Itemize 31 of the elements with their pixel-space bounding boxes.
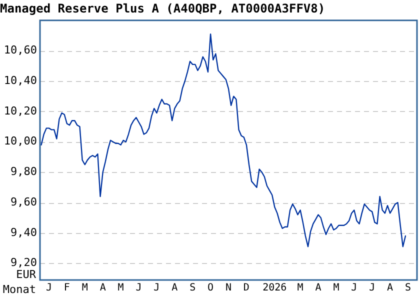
x-tick-label: J (46, 282, 52, 294)
x-tick-label: J (369, 282, 376, 294)
x-tick-label: S (190, 282, 196, 294)
x-tick-label: A (315, 282, 322, 294)
x-tick-label: F (64, 282, 70, 294)
y-tick-label: 9,80 (10, 165, 37, 178)
y-tick-label: 10,00 (4, 134, 37, 148)
x-tick-label: J (351, 282, 358, 294)
x-tick-label: N (225, 282, 232, 294)
x-tick-label: S (405, 282, 412, 294)
y-tick-label: 10,20 (4, 104, 37, 118)
y-axis-title: EUR (16, 268, 36, 281)
x-axis-title: Monat (2, 282, 36, 296)
x-tick-label: J (136, 282, 142, 294)
x-tick-label: 2026 (262, 282, 287, 294)
x-tick-label: M (118, 282, 124, 294)
y-tick-label: 9,60 (10, 195, 37, 208)
y-tick-label: 10,60 (4, 44, 37, 57)
x-tick-label: M (297, 282, 304, 294)
x-tick-label: D (243, 282, 250, 294)
x-tick-label: A (172, 282, 178, 294)
x-tick-label: M (333, 282, 340, 294)
x-tick-label: O (208, 282, 214, 294)
y-tick-label: 9,20 (10, 256, 37, 270)
y-tick-label: 10,40 (4, 74, 37, 87)
chart-title: Managed Reserve Plus A (A40QBP, AT0000A3FFV8) (0, 1, 326, 16)
x-tick-label: M (82, 282, 88, 294)
x-tick-label: A (387, 282, 394, 294)
y-tick-label: 9,40 (10, 226, 37, 239)
x-tick-label: J (154, 282, 160, 294)
x-tick-label: A (100, 282, 106, 294)
